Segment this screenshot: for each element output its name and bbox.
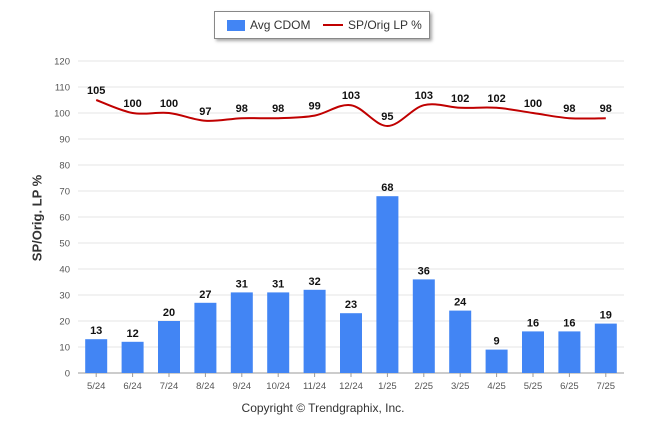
bar-data-label: 36 <box>418 265 430 277</box>
bar[interactable] <box>267 292 290 373</box>
legend-item-bar[interactable]: Avg CDOM <box>227 18 310 32</box>
y-tick-label: 110 <box>55 83 70 94</box>
bar[interactable] <box>449 310 472 373</box>
line-series <box>95 99 606 128</box>
bar-data-label: 16 <box>563 317 575 329</box>
legend-line-label: SP/Orig LP % <box>348 18 422 32</box>
y-axis-label: SP/Orig. LP % <box>29 174 45 262</box>
bar-data-label: 9 <box>494 336 500 348</box>
x-tick-label: 8/24 <box>196 381 215 392</box>
bar-data-labels: 13 12 20 27 31 31 32 23 68 36 24 9 16 16 19 <box>90 182 612 347</box>
legend-item-line[interactable]: SP/Orig LP % <box>323 18 422 32</box>
y-tick-label: 80 <box>59 161 70 172</box>
bar[interactable] <box>340 313 362 373</box>
legend-bar-swatch <box>227 19 245 31</box>
x-tick-label: 2/25 <box>415 381 434 392</box>
legend-line-swatch <box>323 24 343 26</box>
y-tick-label: 70 <box>59 187 70 198</box>
bar-series <box>85 196 617 373</box>
x-tick-label: 11/24 <box>303 381 326 392</box>
line-data-label: 102 <box>451 93 469 105</box>
x-tick-label: 6/24 <box>123 381 142 392</box>
x-tick-label: 3/25 <box>451 381 470 392</box>
bar[interactable] <box>485 349 508 373</box>
y-tick-label: 100 <box>54 109 70 120</box>
bar[interactable] <box>522 331 544 373</box>
line-data-label: 102 <box>487 93 505 105</box>
y-axis-ticks: 0 10 20 30 40 50 60 70 80 90 100 110 120 <box>54 57 70 380</box>
x-tick-label: 5/24 <box>87 381 106 392</box>
bar-data-label: 23 <box>345 299 357 311</box>
y-tick-label: 20 <box>59 317 70 328</box>
line-data-label: 98 <box>272 103 284 115</box>
x-tick-label: 10/24 <box>266 381 290 392</box>
bar[interactable] <box>412 279 435 373</box>
bar-data-label: 19 <box>600 310 612 322</box>
x-tick-label: 9/24 <box>233 381 252 392</box>
line-data-label: 98 <box>563 103 575 115</box>
x-tick-label: 12/24 <box>339 381 363 392</box>
bar-data-label: 13 <box>90 325 102 337</box>
bar-data-label: 20 <box>163 307 175 319</box>
line-data-label: 105 <box>87 85 105 97</box>
x-axis-ticks: 5/24 6/24 7/24 8/24 9/24 10/24 11/24 12/24 1/25 2… <box>87 373 615 392</box>
y-tick-label: 10 <box>59 343 70 354</box>
bar-data-label: 32 <box>308 276 320 288</box>
line-data-label: 100 <box>123 98 141 110</box>
line-data-label: 100 <box>160 98 178 110</box>
bar-data-label: 16 <box>527 317 539 329</box>
legend-bar-label: Avg CDOM <box>250 18 311 32</box>
bar[interactable] <box>594 323 617 373</box>
bar[interactable] <box>230 292 253 373</box>
bar[interactable] <box>303 289 326 373</box>
copyright-text: Copyright © Trendgraphix, Inc. <box>241 401 405 415</box>
bar[interactable] <box>158 321 180 373</box>
bar-data-label: 31 <box>236 278 248 290</box>
x-tick-label: 5/25 <box>524 381 543 392</box>
bar-data-label: 68 <box>381 182 393 194</box>
line-data-label: 100 <box>524 98 542 110</box>
x-tick-label: 1/25 <box>378 381 397 392</box>
bar-data-label: 12 <box>126 328 138 340</box>
line-data-label: 95 <box>381 111 393 123</box>
x-tick-label: 4/25 <box>487 381 506 392</box>
bar-data-label: 27 <box>199 289 211 301</box>
y-tick-label: 60 <box>59 213 70 224</box>
line-data-label: 103 <box>415 90 433 102</box>
bar[interactable] <box>558 331 581 373</box>
bar[interactable] <box>121 341 144 373</box>
y-tick-label: 40 <box>59 265 70 276</box>
bar[interactable] <box>85 339 108 373</box>
line-data-label: 98 <box>236 103 248 115</box>
bar[interactable] <box>194 302 217 373</box>
y-tick-label: 0 <box>65 369 70 380</box>
y-tick-label: 50 <box>59 239 70 250</box>
bar[interactable] <box>376 196 399 373</box>
line-data-label: 99 <box>308 101 320 113</box>
bar-data-label: 31 <box>272 278 284 290</box>
x-tick-label: 7/24 <box>160 381 179 392</box>
line-data-label: 98 <box>600 103 612 115</box>
x-tick-label: 7/25 <box>597 381 616 392</box>
line-data-label: 103 <box>342 90 360 102</box>
y-tick-label: 30 <box>59 291 70 302</box>
line-data-label: 97 <box>199 106 211 118</box>
bar-data-label: 24 <box>454 297 467 309</box>
line-data-labels: 105 100 100 97 98 98 99 103 95 103 102 102 100 98 98 <box>87 85 612 123</box>
x-tick-label: 6/25 <box>560 381 579 392</box>
y-tick-label: 90 <box>59 135 70 146</box>
y-tick-label: 120 <box>54 57 70 68</box>
legend: Avg CDOM SP/Orig LP % <box>214 11 430 39</box>
